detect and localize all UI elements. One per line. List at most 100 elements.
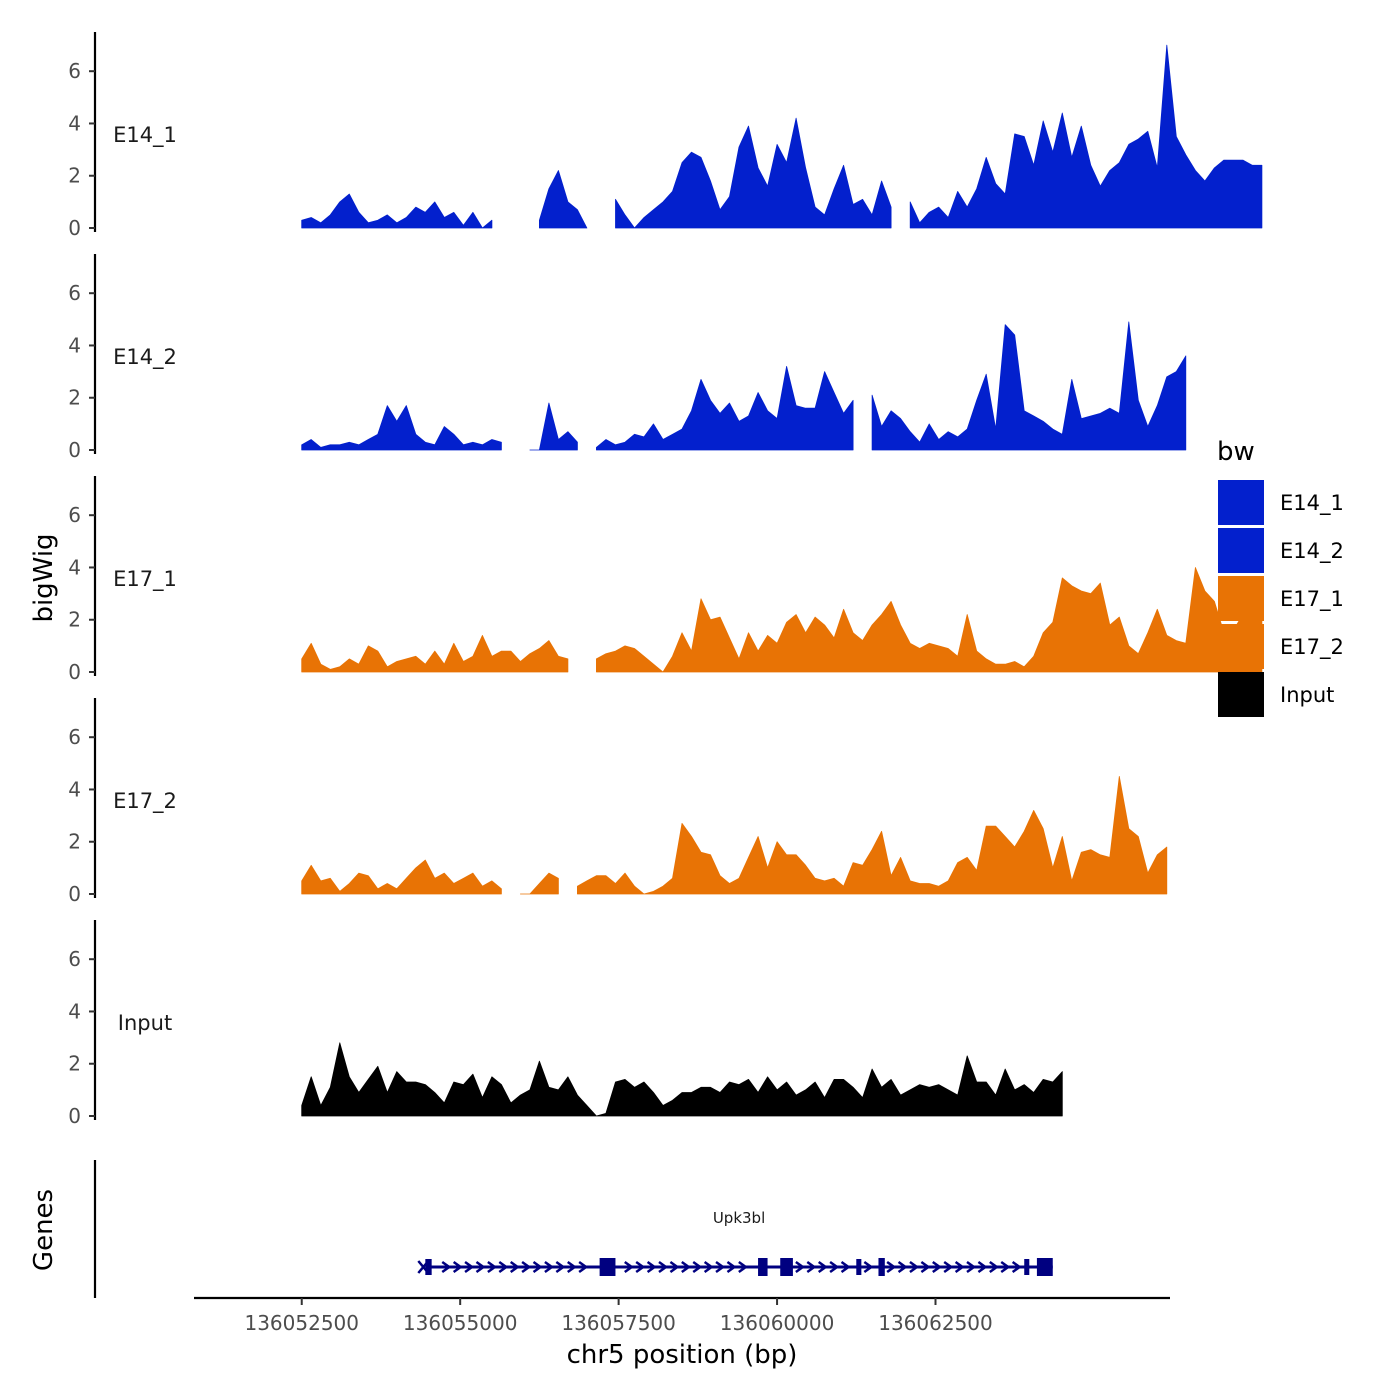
track-label: E14_2 (113, 345, 177, 370)
exon-utr (1024, 1259, 1030, 1275)
legend-label: Input (1280, 683, 1334, 707)
area-E17_1 (596, 567, 1263, 673)
strand-arrow (1000, 1260, 1011, 1274)
y-tick-label: 2 (68, 386, 81, 410)
strand-arrow (498, 1260, 509, 1274)
legend: bw E14_1 E14_2 E17_1 E17_2 Input (1217, 437, 1344, 717)
strand-arrow (738, 1260, 748, 1274)
strand-arrow (452, 1260, 463, 1274)
y-tick-label: 2 (68, 830, 81, 854)
strand-arrow (795, 1260, 806, 1274)
strand-arrow (681, 1260, 691, 1274)
y-tick-label: 4 (68, 777, 81, 801)
y-tick-label: 6 (68, 725, 81, 749)
legend-swatch (1218, 480, 1264, 525)
track-E17_2: 0 2 4 6 E17_2 (68, 698, 1168, 906)
exon-cds (1036, 1258, 1053, 1276)
y-tick-label: 0 (68, 882, 81, 906)
strand-arrow (692, 1260, 703, 1274)
strand-arrow (909, 1260, 920, 1274)
x-axis-title: chr5 position (bp) (567, 1340, 798, 1370)
legend-swatch (1218, 672, 1264, 717)
track-E14_1: 0 2 4 6 E14_1 (68, 32, 1263, 240)
genes-axis-title: Genes (29, 1189, 59, 1271)
gene-label: Upk3bl (713, 1209, 765, 1227)
track-label: E14_1 (113, 123, 177, 148)
y-tick-label: 6 (68, 281, 81, 305)
x-tick-label: 136057500 (561, 1311, 676, 1335)
legend-label: E17_2 (1280, 635, 1344, 660)
strand-arrow (977, 1260, 988, 1274)
track-E14_2: 0 2 4 6 E14_2 (68, 254, 1187, 462)
y-tick-label: 2 (68, 608, 81, 632)
x-tick-label: 136062500 (878, 1311, 993, 1335)
strand-arrow (509, 1260, 520, 1274)
strand-arrow (624, 1260, 634, 1274)
y-tick-label: 0 (68, 660, 81, 684)
area-E17_2 (301, 859, 502, 895)
area-E14_1 (909, 44, 1263, 229)
strand-arrow (840, 1260, 851, 1274)
strand-arrow (806, 1260, 817, 1274)
strand-arrow (441, 1260, 452, 1274)
x-tick-label: 136052500 (244, 1311, 359, 1335)
track-E17_1: 0 2 4 6 E17_1 (68, 476, 1263, 684)
area-E17_1 (301, 635, 569, 673)
x-tick-label: 136055000 (403, 1311, 518, 1335)
y-tick-label: 0 (68, 216, 81, 240)
strand-arrow (817, 1260, 828, 1274)
y-axis-title: bigWig (29, 533, 59, 622)
area-E17_2 (520, 872, 559, 895)
strand-arrow (646, 1260, 657, 1274)
strand-arrow (521, 1260, 532, 1274)
exon-cds (599, 1258, 616, 1276)
y-tick-label: 0 (68, 438, 81, 462)
y-tick-label: 2 (68, 1052, 81, 1076)
y-tick-label: 6 (68, 503, 81, 527)
exon-cds (758, 1258, 768, 1276)
track-label: E17_1 (113, 567, 177, 592)
legend-label: E14_2 (1280, 539, 1344, 564)
legend-swatch (1218, 528, 1264, 573)
area-E14_1 (615, 117, 892, 229)
y-tick-label: 0 (68, 1104, 81, 1128)
strand-arrow (920, 1260, 931, 1274)
track-Input: 0 2 4 6 Input (68, 920, 1063, 1128)
track-label: Input (118, 1011, 172, 1035)
track-label: E17_2 (113, 789, 177, 814)
legend-swatch (1218, 624, 1264, 669)
strand-arrow (703, 1260, 714, 1274)
strand-arrow (475, 1260, 486, 1274)
exon-cds (780, 1258, 793, 1276)
strand-arrow (954, 1260, 965, 1274)
x-tick-label: 136060000 (720, 1311, 835, 1335)
area-E14_2 (529, 402, 578, 451)
x-axis: 136052500 136055000 136057500 136060000 1360… (194, 1296, 1170, 1335)
legend-label: E17_1 (1280, 587, 1344, 612)
area-E14_2 (301, 405, 502, 451)
y-tick-label: 4 (68, 999, 81, 1023)
strand-arrow (464, 1260, 475, 1274)
y-tick-label: 6 (68, 59, 81, 83)
legend-title: bw (1217, 437, 1255, 467)
strand-arrow (886, 1260, 897, 1274)
exon-cds (878, 1258, 885, 1276)
strand-arrow (487, 1260, 498, 1274)
strand-arrow (829, 1260, 840, 1274)
y-tick-label: 4 (68, 111, 81, 135)
strand-arrow (715, 1260, 726, 1274)
strand-arrow (669, 1260, 680, 1274)
strand-arrow (726, 1260, 737, 1274)
strand-arrow (532, 1260, 543, 1274)
area-E17_2 (577, 776, 1168, 895)
exon-utr (425, 1259, 432, 1275)
strand-arrow (966, 1260, 977, 1274)
strand-arrow (658, 1260, 669, 1274)
y-tick-label: 4 (68, 333, 81, 357)
y-tick-label: 6 (68, 947, 81, 971)
y-tick-label: 4 (68, 555, 81, 579)
strand-arrow (566, 1260, 577, 1274)
area-E14_1 (301, 193, 493, 229)
